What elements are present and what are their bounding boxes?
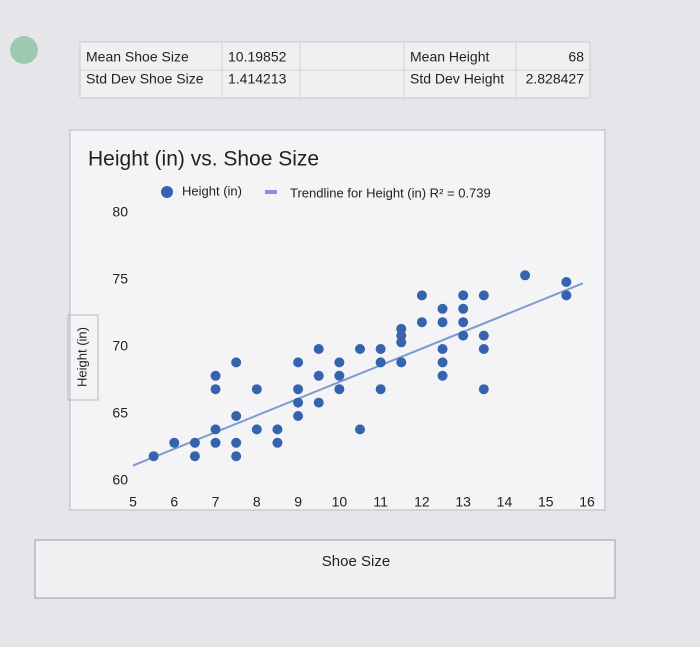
x-tick-label: 13 [455, 494, 471, 510]
scatter-point [478, 290, 489, 301]
table-cell: 2.828427 [526, 71, 585, 87]
scatter-point [272, 437, 283, 448]
x-tick-label: 5 [129, 494, 137, 510]
scatter-point [437, 303, 448, 314]
scatter-point [478, 344, 489, 354]
x-tick-label: 10 [332, 494, 348, 510]
scatter-point [458, 303, 469, 314]
scatter-point [396, 357, 407, 368]
table-cell: Mean Height [410, 49, 489, 65]
scatter-point [458, 330, 469, 341]
x-tick-label: 11 [373, 494, 388, 510]
table-cell: Std Dev Shoe Size [86, 71, 204, 87]
stats: Mean Shoe Size 10.19852 Mean Height 68 Std D… [86, 49, 584, 87]
scatter-point [478, 330, 489, 341]
scatter-point [272, 424, 283, 435]
scatter-point [148, 451, 159, 462]
scatter-point [189, 437, 200, 448]
scatter-point [396, 337, 407, 348]
legend-marker [265, 190, 277, 194]
scatter-point [189, 451, 200, 462]
scatter-point [334, 357, 345, 368]
scatter-point [313, 370, 324, 381]
x-tick-label: 9 [294, 494, 302, 510]
trendline [132, 282, 584, 467]
table-cell: Std Dev Height [410, 71, 504, 87]
scatter-point [458, 317, 469, 328]
scatter-point [293, 397, 304, 408]
scatter-point [355, 344, 365, 354]
x-tick-label: 7 [212, 494, 220, 510]
scatter-point [210, 424, 221, 435]
x-label-cell [34, 539, 616, 599]
y-tick-label: 70 [112, 338, 128, 354]
x-axis-label: Shoe Size [322, 553, 390, 570]
x-tick-label: 14 [497, 494, 513, 510]
chart-title: Height (in) vs. Shoe Size [88, 148, 319, 171]
chart-frame [69, 129, 606, 511]
y-tick-label: 60 [112, 472, 128, 488]
table-cell: 1.414213 [228, 71, 287, 87]
scatter-point [210, 437, 221, 448]
scatter-point [437, 370, 448, 381]
plot: 5 6 7 8 9 10 11 12 13 14 15 16 60 65 70 75 80 Height (in)… [112, 183, 595, 509]
scatter-point [231, 357, 242, 368]
scatter-point [478, 384, 489, 395]
scatter-point [437, 357, 448, 368]
scatter-point [334, 384, 345, 395]
x-tick-label: 15 [538, 494, 554, 510]
scatter-point [313, 397, 324, 408]
scatter-point [437, 317, 448, 328]
y-tick-label: 75 [112, 271, 128, 287]
scatter-point [561, 277, 572, 287]
scatter-point [210, 384, 221, 395]
x-tick-label: 8 [253, 494, 261, 510]
scatter-point [561, 290, 572, 301]
table-cell: 68 [568, 49, 584, 65]
scatter-point [375, 344, 386, 354]
scatter-point [520, 270, 531, 281]
scatter-point [355, 424, 365, 435]
scatter-point [169, 437, 180, 448]
y-tick-label: 65 [112, 405, 128, 421]
scatter-point [375, 384, 386, 395]
scatter-point [293, 357, 304, 368]
scatter-point [313, 344, 324, 354]
scatter-point [334, 370, 345, 381]
table-cell: Mean Shoe Size [86, 49, 189, 65]
scatter-point [231, 411, 242, 421]
x-tick-label: 6 [170, 494, 178, 510]
y-label-cell [67, 314, 99, 401]
scatter-point [231, 437, 242, 448]
legend-label: Trendline for Height (in) R² = 0.739 [290, 185, 491, 200]
scatter-point [437, 344, 448, 354]
scatter-point [416, 317, 427, 328]
y-axis-label: Height (in) [74, 327, 89, 387]
y-tick-label: 80 [112, 204, 128, 220]
x-tick-label: 16 [579, 494, 595, 510]
scatter-point [293, 411, 304, 421]
scatter-point [293, 384, 304, 395]
scatter-point [458, 290, 469, 301]
legend-label: Height (in) [182, 183, 242, 198]
legend-marker [161, 186, 173, 198]
scatter-point [416, 290, 427, 301]
scatter-point [375, 357, 386, 368]
scatter-point [251, 384, 262, 395]
x-tick-label: 12 [414, 494, 430, 510]
app-icon [10, 36, 38, 64]
scatter-point [231, 451, 242, 462]
scatter-point [210, 370, 221, 381]
table-cell: 10.19852 [228, 49, 287, 65]
scatter-point [251, 424, 262, 435]
